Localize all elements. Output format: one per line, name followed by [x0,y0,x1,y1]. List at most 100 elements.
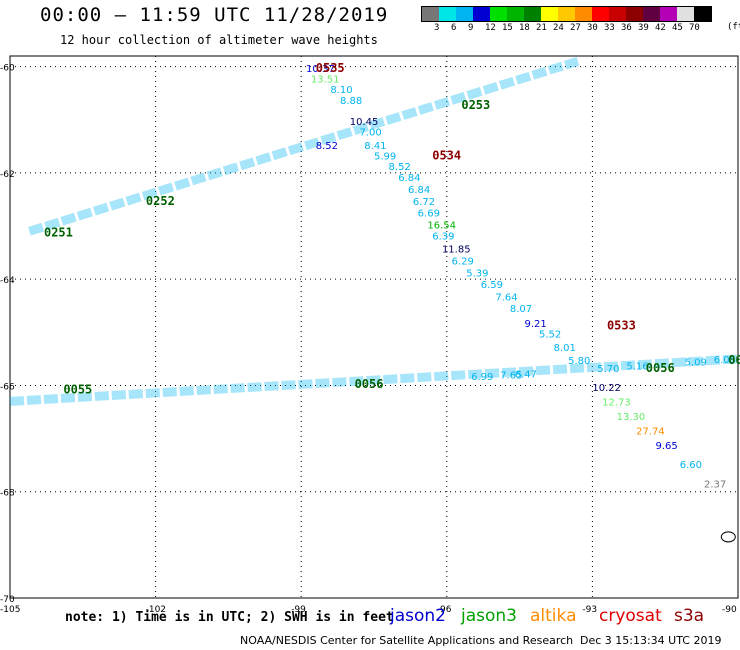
pass-label: 005 [728,353,740,367]
swh-value: 8.07 [510,304,532,315]
pass-label: 0056 [355,377,384,391]
legend-label: 27 [570,23,581,33]
lat-label: -66 [0,382,15,392]
swh-value: 6.84 [398,173,420,184]
swh-value: 9.21 [524,319,546,330]
swh-value: 11.85 [442,245,471,256]
swh-value: 8.52 [389,162,411,173]
lat-label: -64 [0,276,15,286]
altimeter-track-south-track [9,354,739,406]
legend-label: 24 [553,23,564,33]
swh-value: 6.39 [432,231,454,242]
page-subtitle: 12 hour collection of altimeter wave hei… [60,33,378,47]
pass-label: 0252 [146,194,175,208]
satellite-s3a: s3a [674,606,705,626]
swh-value: 5.39 [466,269,488,280]
swh-value: 2.37 [704,479,726,490]
swh-value: 8.10 [330,85,352,96]
footer-timestamp: Dec 3 15:13:34 UTC 2019 [580,634,722,647]
swh-value: 6.59 [481,280,503,291]
lon-label: -105 [0,605,20,615]
legend-label: 18 [519,23,530,33]
satellite-jason3: jason3 [461,606,517,626]
lon-label: -93 [582,605,597,615]
swh-value: 13.51 [311,75,340,86]
swh-value: 16.54 [427,221,456,232]
legend-swatch [626,7,643,21]
swh-value: 6.72 [413,197,435,208]
satellite-cryosat: cryosat [599,606,662,626]
legend-label: 6 [451,23,457,33]
pass-label: 0253 [461,98,490,112]
swh-value: 5.16 [626,362,648,373]
swh-value: 12.73 [602,398,631,409]
lat-label: -68 [0,489,15,499]
lat-label: -60 [0,64,15,74]
legend-swatch [592,7,609,21]
swh-value: 5.70 [597,364,619,375]
swh-value: 10.45 [350,117,379,128]
swh-value: 6.69 [418,208,440,219]
swh-value: 7.00 [359,128,381,139]
legend-label: 12 [485,23,496,33]
pass-label: 0533 [607,319,636,333]
legend-swatch [541,7,558,21]
legend-label: 21 [536,23,547,33]
swh-value: 5.09 [685,357,707,368]
legend-swatch [439,7,456,21]
pass-label: 0535 [316,61,345,75]
swh-value: 8.41 [364,141,386,152]
lon-label: -96 [437,605,452,615]
pass-label: 0056 [646,361,675,375]
pass-label: 0251 [44,226,73,240]
legend-label: 15 [502,23,513,33]
legend-swatch [456,7,473,21]
swh-value: 6.05 [714,355,736,366]
swh-value: 13.30 [617,412,646,423]
legend-swatch [694,7,711,21]
legend-label: 70 [689,23,700,33]
swh-value: 5.99 [374,152,396,163]
legend-label: 45 [672,23,683,33]
swh-value: 6.84 [408,185,430,196]
swh-value: 6.60 [680,460,702,471]
satellite-altika: altika [530,606,577,626]
legend-label: 9 [468,23,474,33]
map-frame [9,55,739,599]
footer-credit: NOAA/NESDIS Center for Satellite Applica… [240,634,574,647]
lat-label: -62 [0,170,15,180]
legend-label: 33 [604,23,615,33]
island-outline [720,531,736,543]
swh-value: 7.65 [500,371,522,382]
legend-swatch [677,7,694,21]
swh-value: 8.88 [340,96,362,107]
legend-swatch [643,7,660,21]
altimeter-track-ne-track [28,57,580,236]
legend-swatch [524,7,541,21]
pass-label: 0055 [63,382,92,396]
legend-swatch [507,7,524,21]
swh-value: 8.01 [554,343,576,354]
lat-label: -70 [0,595,15,605]
swh-value: 6.47 [515,369,537,380]
legend-label: 42 [655,23,666,33]
swh-value: 6.99 [471,372,493,383]
legend-swatch [660,7,677,21]
pass-label: 0534 [432,149,461,163]
swh-value: 6.29 [452,256,474,267]
legend-label: 3 [434,23,440,33]
satellite-jason2: jason2 [390,606,446,626]
legend-swatch [490,7,507,21]
legend-label: 39 [638,23,649,33]
swh-value: 5.80 [568,356,590,367]
legend-label: 30 [587,23,598,33]
legend-swatch [575,7,592,21]
swh-value: 27.74 [636,426,665,437]
swh-value: 5.52 [539,330,561,341]
lon-label: -90 [722,605,737,615]
legend-labels: 3 6 9 12 15 18 21 24 27 30 33 36 39 42 45 70 [421,22,712,34]
legend-swatch [609,7,626,21]
legend-swatch [473,7,490,21]
